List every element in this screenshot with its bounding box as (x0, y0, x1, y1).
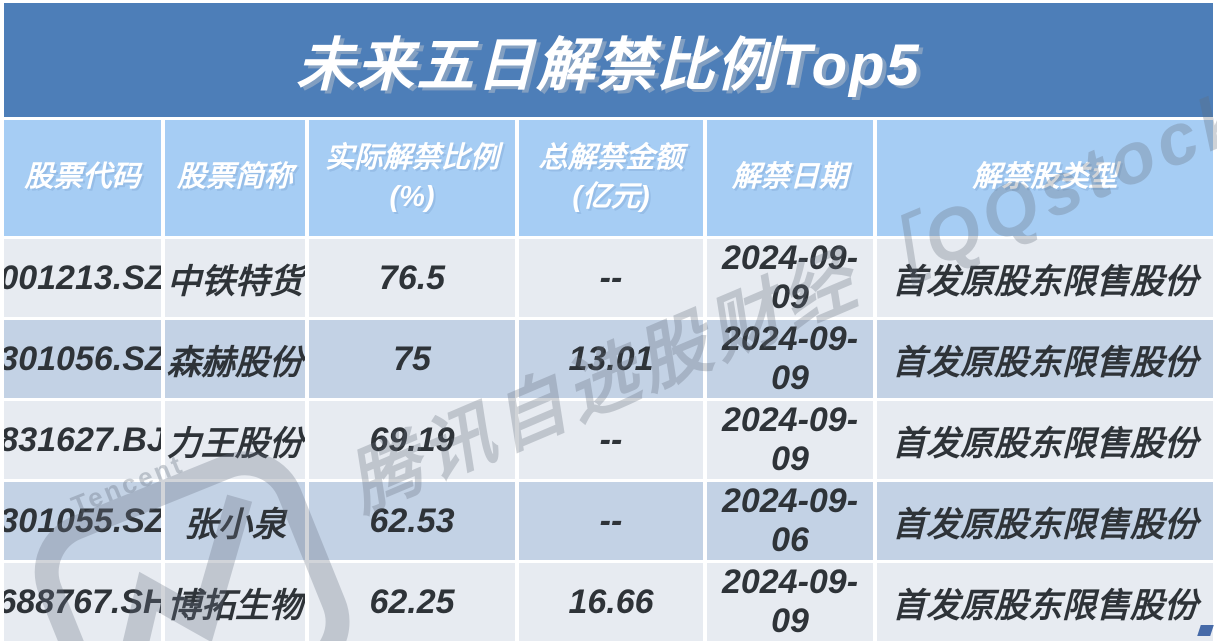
cell-stock-name: 张小泉 (165, 482, 305, 560)
header-unlock-date: 解禁日期 (707, 120, 873, 236)
cell-stock-code: 001213.SZ (4, 239, 161, 317)
unlock-table: 股票代码 股票简称 实际解禁比例 (%) 总解禁金额 (亿元) 解禁日期 解禁股… (4, 120, 1213, 641)
header-stock-name: 股票简称 (165, 120, 305, 236)
cell-unlock-ratio: 62.53 (309, 482, 515, 560)
cell-stock-name: 博拓生物 (165, 563, 305, 641)
cell-unlock-date: 2024-09-09 (707, 563, 873, 641)
cell-unlock-type: 首发原股东限售股份 (877, 320, 1213, 398)
cell-stock-code: 301056.SZ (4, 320, 161, 398)
header-stock-code: 股票代码 (4, 120, 161, 236)
cell-stock-code: 301055.SZ (4, 482, 161, 560)
cell-unlock-ratio: 76.5 (309, 239, 515, 317)
cell-unlock-date: 2024-09-09 (707, 239, 873, 317)
page-title: 未来五日解禁比例Top5 (296, 33, 921, 98)
header-unlock-amount: 总解禁金额 (亿元) (519, 120, 703, 236)
cell-unlock-amount: -- (519, 239, 703, 317)
cell-unlock-ratio: 75 (309, 320, 515, 398)
cell-stock-code: 688767.SH (4, 563, 161, 641)
cell-unlock-amount: 16.66 (519, 563, 703, 641)
cell-stock-name: 力王股份 (165, 401, 305, 479)
cell-unlock-date: 2024-09-09 (707, 401, 873, 479)
cell-stock-name: 森赫股份 (165, 320, 305, 398)
cell-unlock-date: 2024-09-09 (707, 320, 873, 398)
cell-unlock-amount: -- (519, 482, 703, 560)
cell-stock-name: 中铁特货 (165, 239, 305, 317)
cell-unlock-type: 首发原股东限售股份 (877, 482, 1213, 560)
header-unlock-type: 解禁股类型 (877, 120, 1213, 236)
cell-unlock-type: 首发原股东限售股份 (877, 401, 1213, 479)
cell-stock-code: 831627.BJ (4, 401, 161, 479)
cell-unlock-type: 首发原股东限售股份 (877, 563, 1213, 641)
cell-unlock-ratio: 62.25 (309, 563, 515, 641)
header-unlock-ratio: 实际解禁比例 (%) (309, 120, 515, 236)
cell-unlock-ratio: 69.19 (309, 401, 515, 479)
cell-unlock-type: 首发原股东限售股份 (877, 239, 1213, 317)
cell-unlock-amount: -- (519, 401, 703, 479)
title-band: 未来五日解禁比例Top5 (4, 3, 1213, 117)
cell-unlock-amount: 13.01 (519, 320, 703, 398)
cell-unlock-date: 2024-09-06 (707, 482, 873, 560)
